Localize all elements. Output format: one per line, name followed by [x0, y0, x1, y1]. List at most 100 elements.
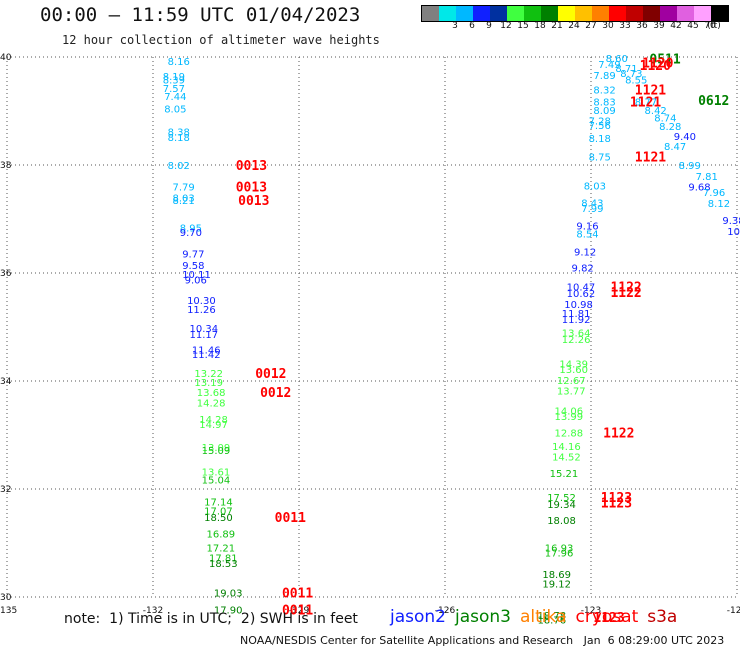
swh-value: 10.47 [567, 283, 596, 294]
swh-value: 7.79 [172, 183, 194, 194]
x-tick-label: -132 [143, 606, 163, 616]
page-title: 00:00 – 11:59 UTC 01/04/2023 [40, 4, 361, 26]
swh-value: 10.98 [564, 300, 593, 311]
swh-value: 8.60 [606, 54, 628, 65]
swh-value: 10.34 [190, 324, 219, 335]
time-label: 1122 [610, 281, 641, 296]
x-tick-label: -126 [435, 606, 456, 616]
colorbar-label: 15 [517, 21, 529, 31]
swh-value: 10.1 [727, 227, 740, 238]
colorbar-swatch [422, 6, 439, 21]
swh-value: 19.34 [547, 500, 576, 511]
swh-value: 15.21 [550, 469, 579, 480]
y-tick-label: 30 [0, 593, 12, 603]
colorbar-swatch [507, 6, 524, 21]
colorbar-swatch [558, 6, 575, 21]
swh-value: 8.21 [172, 196, 194, 207]
swh-value: 10.62 [567, 289, 596, 300]
swh-value: 8.73 [620, 69, 642, 80]
swh-value: 17.07 [204, 507, 233, 518]
swh-value: 8.03 [584, 182, 606, 193]
swh-value: 15.09 [202, 446, 231, 457]
x-tick-label: -129 [289, 606, 310, 616]
legend-item: s3a [647, 607, 678, 627]
swh-value: 9.58 [182, 261, 204, 272]
colorbar-label: 45 [687, 21, 699, 31]
swh-value: 10.11 [182, 270, 211, 281]
colorbar-swatch [439, 6, 456, 21]
swh-value: 13.09 [202, 443, 231, 454]
swh-value: 8.71 [615, 64, 637, 75]
swh-value: 13.68 [197, 388, 226, 399]
swh-value: 12.67 [557, 376, 586, 387]
swh-value: 14.39 [559, 360, 588, 371]
swh-value: 17.52 [547, 493, 576, 504]
swh-value: 8.19 [163, 72, 185, 83]
time-label: 0013 [236, 159, 267, 174]
swh-value: 8.55 [625, 76, 647, 87]
time-label: 0511 [649, 53, 680, 68]
colorbar-swatch [456, 6, 473, 21]
swh-value: 11.81 [562, 309, 591, 320]
swh-value: 17.81 [209, 554, 238, 565]
legend-item: cryosat [575, 607, 639, 627]
time-label: 0011 [282, 587, 313, 602]
swh-value: 7.49 [598, 60, 620, 71]
time-label: 1122 [610, 286, 641, 301]
legend-item: jason3 [455, 607, 511, 627]
swh-value: 8.18 [589, 134, 611, 145]
swh-value: 8.16 [168, 57, 190, 68]
note-text: note: 1) Time is in UTC; 2) SWH is in fe… [64, 611, 358, 627]
swh-value: 9.12 [574, 247, 596, 258]
swh-value: 7.28 [589, 117, 611, 128]
y-tick-label: 32 [0, 485, 11, 495]
colorbar-swatch [660, 6, 677, 21]
y-tick-label: 40 [0, 53, 12, 63]
swh-value: 8.95 [180, 224, 202, 235]
colorbar-label: 39 [653, 21, 665, 31]
legend-item: jason2 [390, 607, 446, 627]
swh-value: 8.02 [168, 161, 190, 172]
colorbar-label: 6 [469, 21, 475, 31]
swh-value: 9.38 [722, 216, 740, 227]
swh-value: 12.26 [562, 335, 591, 346]
time-label: 1123 [593, 611, 624, 626]
swh-value: 13.99 [555, 412, 584, 423]
swh-value: 8.32 [593, 85, 615, 96]
swh-value: 7.44 [164, 92, 186, 103]
swh-value: 18.53 [209, 559, 238, 570]
swh-value: 8.74 [654, 113, 676, 124]
swh-value: 11.42 [192, 350, 221, 361]
swh-value: 7.89 [593, 71, 615, 82]
swh-value: 19.12 [542, 580, 571, 591]
swh-value: 10.30 [187, 296, 216, 307]
colorbar-swatch [575, 6, 592, 21]
time-label: 0011 [282, 603, 313, 618]
swh-value: 9.82 [572, 264, 594, 275]
swh-value: 8.28 [659, 122, 681, 133]
swh-value: 7.96 [703, 188, 725, 199]
x-tick-label: -120 [727, 606, 740, 616]
swh-value: 14.16 [552, 442, 581, 453]
colorbar-label: 24 [568, 21, 580, 31]
time-label: 1121 [630, 95, 661, 110]
y-tick-label: 36 [0, 269, 12, 279]
colorbar-swatch [490, 6, 507, 21]
colorbar-label: 70 [704, 21, 716, 31]
time-label: 0011 [275, 511, 306, 526]
y-tick-label: 34 [0, 377, 12, 387]
swh-value: 13.19 [194, 378, 223, 389]
colorbar-unit-label: (ft) [707, 21, 721, 31]
swh-value: 15.04 [202, 475, 231, 486]
swh-value: 16.89 [207, 529, 236, 540]
y-tick-label: 38 [0, 161, 12, 171]
swh-value: 17.14 [204, 497, 233, 508]
swh-value: 11.26 [187, 305, 216, 316]
swh-value: 9.16 [576, 221, 598, 232]
colorbar-swatch [541, 6, 558, 21]
satellite-legend: jason2 jason3 altika cryosat s3a [390, 607, 686, 627]
swh-value: 8.42 [645, 106, 667, 117]
swh-value: 8.83 [593, 97, 615, 108]
colorbar-label: 3 [452, 21, 458, 31]
colorbar-labels: 3 6 9 12 15 18 21 24 27 30 33 36 39 42 45 70 (ft) [421, 21, 740, 35]
